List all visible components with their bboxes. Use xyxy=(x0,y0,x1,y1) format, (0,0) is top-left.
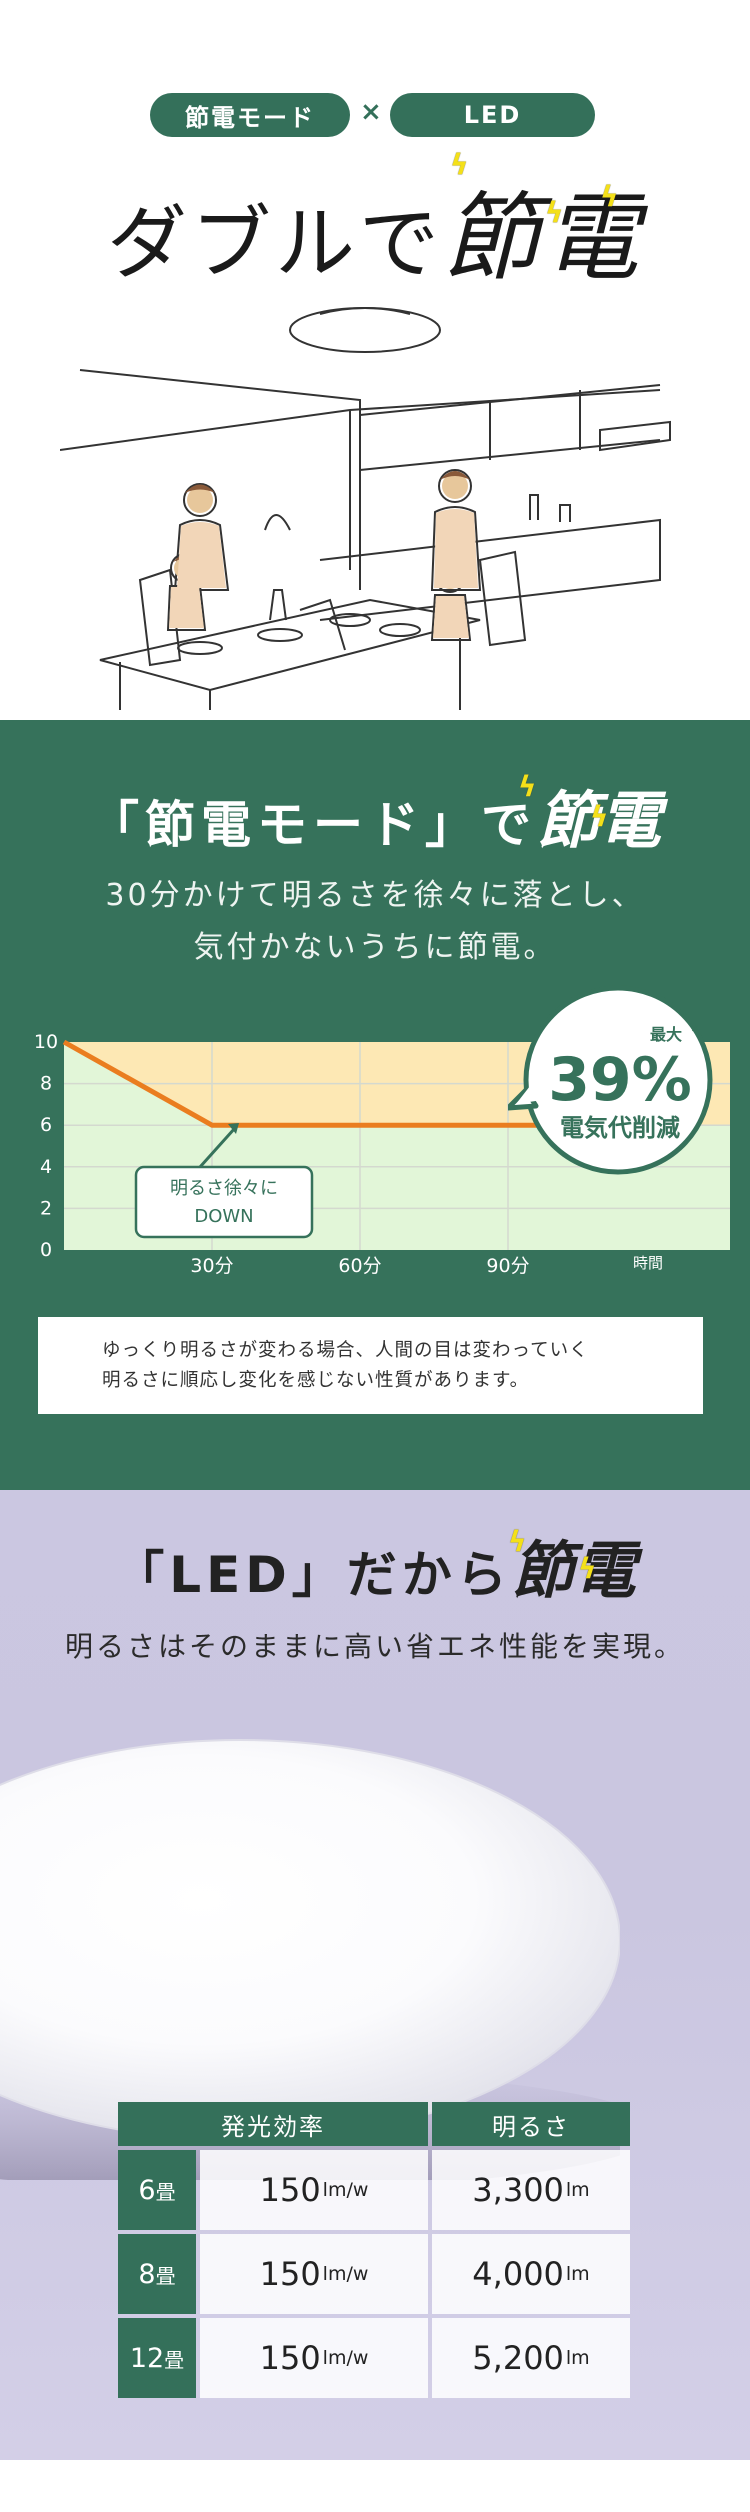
chart-annotation: 明るさ徐々に DOWN xyxy=(134,1123,314,1239)
lightning-icon: ϟ xyxy=(508,1525,527,1558)
hero-section: 節電モード × LED ダブルで節電 ϟ ϟ ϟ xyxy=(0,0,750,720)
hero-title-kana: ダブルで xyxy=(107,197,443,290)
chart-y-tick-label: 10 xyxy=(34,1031,58,1053)
brightness-cell: 4,000 lm xyxy=(432,2234,630,2314)
chart-x-axis-label: 時間 xyxy=(633,1254,663,1272)
efficiency-value: 150 xyxy=(259,2171,321,2209)
brightness-value: 4,000 xyxy=(472,2255,564,2293)
chart-y-tick-label: 8 xyxy=(40,1073,52,1095)
chart-y-tick-label: 4 xyxy=(40,1156,52,1178)
brightness-cell: 5,200 lm xyxy=(432,2318,630,2398)
room-size-value: 6 xyxy=(138,2174,156,2206)
lightning-icon: ϟ xyxy=(600,180,619,213)
chart-x-tick-label: 30分 xyxy=(190,1255,233,1277)
chart-y-tick-label: 6 xyxy=(40,1114,52,1136)
led-title-text: 「LED」だから xyxy=(114,1546,512,1604)
eco-mode-lead: 30分かけて明るさを徐々に落とし、 気付かないうちに節電。 xyxy=(0,870,750,974)
family-dining-illustration xyxy=(60,307,671,710)
chart-y-tick-label: 0 xyxy=(40,1239,52,1261)
brightness-value: 5,200 xyxy=(472,2339,564,2377)
room-size-unit: 畳 xyxy=(164,2347,185,2372)
table-row: 12 畳 150 lm/w 5,200 lm xyxy=(118,2318,630,2398)
chart-annotation-line: DOWN xyxy=(194,1206,253,1227)
badge-prefix: 最大 xyxy=(650,1025,682,1044)
led-title: 「LED」だから節電 xyxy=(0,1520,750,1610)
chart-x-tick-label: 90分 xyxy=(486,1255,529,1277)
note-line: 明るさに順応し変化を感じない性質があります。 xyxy=(102,1370,530,1391)
room-size-unit: 畳 xyxy=(155,2263,176,2288)
efficiency-unit: lm/w xyxy=(322,2347,369,2369)
led-title-kanji: 節電 xyxy=(511,1534,636,1607)
brightness-unit: lm xyxy=(565,2263,590,2285)
lightning-icon: ϟ xyxy=(450,148,469,181)
efficiency-cell: 150 lm/w xyxy=(200,2150,428,2230)
chart-annotation-line: 明るさ徐々に xyxy=(170,1178,278,1199)
room-size-value: 8 xyxy=(138,2258,156,2290)
table-row: 6 畳 150 lm/w 3,300 lm xyxy=(118,2150,630,2230)
eco-mode-title-text: 「節電モード」で xyxy=(88,796,537,854)
chart-y-tick-label: 2 xyxy=(40,1197,52,1219)
eco-mode-lead-line: 気付かないうちに節電。 xyxy=(193,930,557,965)
led-lead: 明るさはそのままに高い省エネ性能を実現。 xyxy=(64,1630,685,1663)
eco-mode-title-kanji: 節電 xyxy=(536,784,661,857)
chart-x-tick-label: 60分 xyxy=(338,1255,381,1277)
room-size: 12 畳 xyxy=(118,2318,196,2398)
brightness-unit: lm xyxy=(565,2179,590,2201)
lightning-icon: ϟ xyxy=(518,770,537,803)
spec-table: 発光効率 明るさ 6 畳 150 lm/w 3,300 lm 8 畳 150 lm/w 4,000 l… xyxy=(118,2102,630,2398)
eco-mode-note: ゆっくり明るさが変わる場合、人間の目は変わっていく 明るさに順応し変化を感じない… xyxy=(38,1317,703,1414)
savings-badge: 最大 ※ 39% 電気代削減 xyxy=(508,985,713,1175)
spec-table-header: 発光効率 明るさ xyxy=(118,2102,630,2146)
efficiency-cell: 150 lm/w xyxy=(200,2234,428,2314)
efficiency-value: 150 xyxy=(259,2255,321,2293)
badge-mark: ※ xyxy=(690,1022,699,1035)
chart-series-line xyxy=(62,1039,656,1128)
eco-mode-lead-line: 30分かけて明るさを徐々に落とし、 xyxy=(105,878,645,913)
brightness-cell: 3,300 lm xyxy=(432,2150,630,2230)
efficiency-value: 150 xyxy=(259,2339,321,2377)
efficiency-cell: 150 lm/w xyxy=(200,2318,428,2398)
badge-caption: 電気代削減 xyxy=(560,1114,680,1142)
room-size-unit: 畳 xyxy=(155,2179,176,2204)
efficiency-unit: lm/w xyxy=(322,2179,369,2201)
note-line: ゆっくり明るさが変わる場合、人間の目は変わっていく xyxy=(102,1340,589,1361)
lightning-icon: ϟ xyxy=(545,196,564,229)
efficiency-unit: lm/w xyxy=(322,2263,369,2285)
badge-value: 39% xyxy=(548,1045,692,1115)
lightning-icon: ϟ xyxy=(578,1552,597,1585)
hero-title-kanji: 節電 xyxy=(443,182,643,294)
room-size-value: 12 xyxy=(129,2342,165,2374)
times-symbol: × xyxy=(360,97,382,127)
hero-title: ダブルで節電 xyxy=(0,160,750,299)
led-pill: LED xyxy=(390,93,595,137)
lightning-icon: ϟ xyxy=(590,800,609,833)
header-brightness: 明るさ xyxy=(432,2102,630,2146)
brightness-unit: lm xyxy=(565,2347,590,2369)
header-efficiency: 発光効率 xyxy=(118,2102,428,2146)
eco-mode-section: 「節電モード」で節電 ϟ ϟ 30分かけて明るさを徐々に落とし、 気付かないうち… xyxy=(0,720,750,1490)
bottom-strip xyxy=(0,2460,750,2512)
eco-mode-pill: 節電モード xyxy=(150,93,350,137)
brightness-value: 3,300 xyxy=(472,2171,564,2209)
eco-mode-title: 「節電モード」で節電 xyxy=(0,770,750,860)
table-row: 8 畳 150 lm/w 4,000 lm xyxy=(118,2234,630,2314)
led-section: 「LED」だから節電 ϟ ϟ 明るさはそのままに高い省エネ性能を実現。 発光効率… xyxy=(0,1490,750,2512)
